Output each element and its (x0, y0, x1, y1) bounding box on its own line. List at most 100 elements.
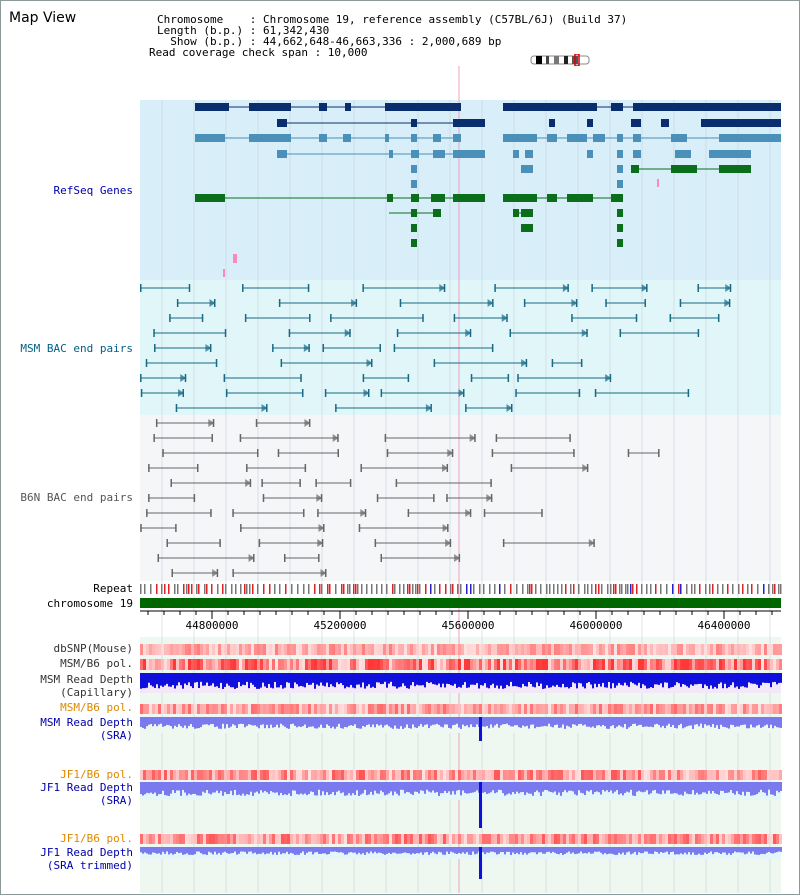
heat-cell (695, 659, 698, 670)
depth-bar (492, 847, 494, 852)
depth-bar (364, 673, 366, 689)
depth-bar (276, 847, 278, 855)
depth-bar (440, 782, 442, 794)
bac-end (242, 284, 244, 292)
depth-bar (246, 717, 248, 726)
depth-bar (250, 782, 252, 792)
heat-cell (392, 770, 395, 780)
heat-cell (236, 659, 239, 670)
depth-bar (516, 717, 518, 726)
depth-bar (714, 717, 716, 728)
gene-exon (385, 134, 389, 142)
heat-cell (422, 704, 425, 714)
depth-bar (318, 782, 320, 790)
depth-bar (232, 717, 234, 725)
depth-bar (408, 847, 410, 854)
depth-bar (644, 847, 646, 852)
heat-cell (650, 659, 653, 670)
depth-bar (654, 673, 656, 685)
heat-cell (413, 704, 416, 714)
depth-bar (162, 673, 164, 687)
depth-bar (482, 847, 484, 853)
depth-bar (646, 782, 648, 791)
heat-cell (509, 644, 512, 655)
depth-bar (658, 847, 660, 854)
depth-bar (488, 782, 490, 794)
depth-bar (746, 673, 748, 688)
depth-bar (728, 782, 730, 793)
depth-bar (638, 782, 640, 791)
depth-bar (226, 717, 228, 725)
heat-cell (143, 644, 146, 655)
heat-cell (353, 834, 356, 844)
bac-end (239, 434, 242, 442)
depth-bar (162, 717, 164, 727)
depth-bar (602, 717, 604, 725)
heat-cell (212, 770, 215, 780)
heat-cell (227, 834, 230, 844)
depth-bar (410, 847, 412, 855)
heat-cell (179, 644, 182, 655)
heat-cell (347, 770, 350, 780)
heat-cell (479, 644, 482, 655)
heat-cell (437, 644, 440, 655)
depth-bar (472, 673, 474, 685)
depth-bar (198, 782, 200, 796)
heat-cell (203, 834, 206, 844)
depth-bar (346, 717, 348, 728)
depth-bar (330, 717, 332, 729)
depth-bar (368, 782, 370, 795)
heat-cell (500, 704, 503, 714)
depth-bar (302, 782, 304, 795)
heat-cell (635, 834, 638, 844)
depth-bar (600, 673, 602, 687)
heat-cell (776, 659, 779, 670)
heat-cell (161, 704, 164, 714)
depth-bar (518, 673, 520, 688)
bac-arrow (506, 404, 513, 412)
heat-cell (254, 770, 257, 780)
heat-cell (545, 659, 548, 670)
depth-bar (302, 717, 304, 727)
depth-bar (234, 673, 236, 689)
depth-bar (218, 673, 220, 688)
depth-bar (504, 847, 506, 855)
depth-bar (496, 782, 498, 793)
heat-cell (419, 644, 422, 655)
heat-cell (728, 770, 731, 780)
depth-bar (424, 717, 426, 725)
depth-bar (540, 847, 542, 853)
depth-bar (778, 717, 780, 728)
depth-bar (306, 717, 308, 729)
depth-bar (332, 673, 334, 687)
depth-bar (156, 847, 158, 854)
depth-bar (734, 673, 736, 688)
chromosome-ideogram[interactable] (530, 54, 592, 66)
bac-end (494, 284, 496, 292)
heat-cell (662, 834, 665, 844)
heat-cell (314, 834, 317, 844)
depth-bar (340, 847, 342, 853)
depth-bar (726, 782, 728, 793)
depth-bar (236, 673, 238, 688)
depth-bar (148, 847, 150, 855)
repeat-mark (615, 584, 617, 594)
repeat-mark (409, 584, 411, 594)
depth-bar (728, 717, 730, 729)
depth-bar (442, 717, 444, 728)
heat-cell (317, 659, 320, 670)
depth-bar (780, 847, 782, 852)
depth-bar (696, 673, 698, 685)
depth-bar (190, 847, 192, 855)
depth-bar (376, 847, 378, 854)
depth-bar (260, 782, 262, 791)
heat-cell (725, 704, 728, 714)
heat-cell (617, 644, 620, 655)
heat-cell (323, 644, 326, 655)
depth-bar (200, 782, 202, 796)
heat-cell (773, 644, 776, 655)
depth-bar (706, 847, 708, 854)
heat-cell (539, 704, 542, 714)
depth-bar (312, 847, 314, 855)
